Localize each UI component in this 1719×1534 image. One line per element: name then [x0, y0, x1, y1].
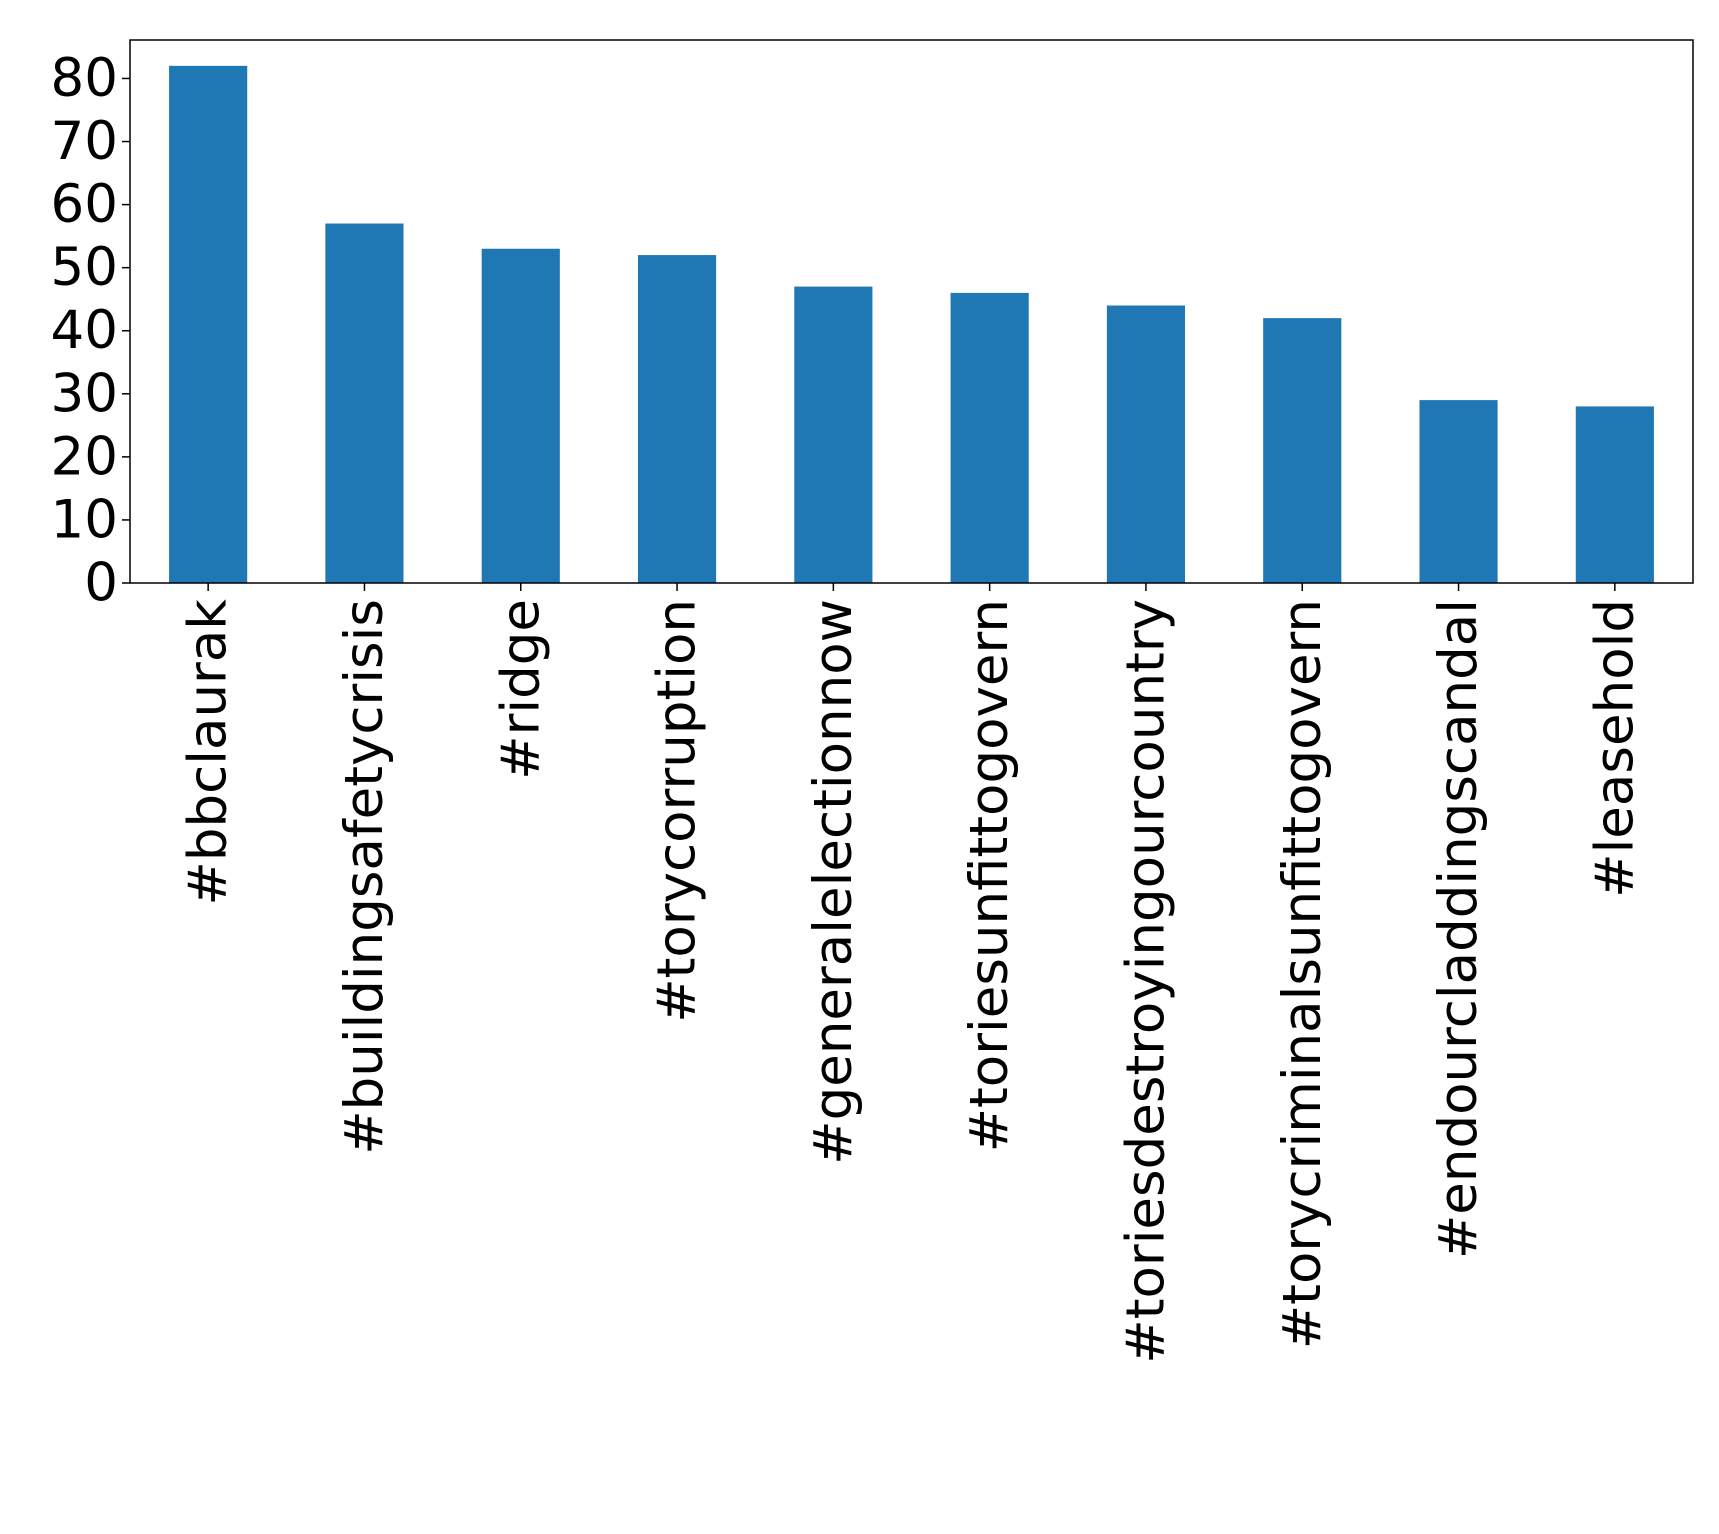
bar-7 — [1263, 318, 1342, 583]
bar-6 — [1106, 305, 1186, 583]
y-tick-label-5: 50 — [51, 237, 118, 298]
x-tick-label-1: #buildingsafetycrisis — [334, 599, 395, 1155]
x-tick-label-3: #torycorruption — [647, 599, 708, 1023]
bar-4 — [794, 286, 873, 583]
y-tick-label-6: 60 — [51, 174, 118, 235]
bar-8 — [1419, 400, 1498, 583]
x-tick-label-4: #generalelectionnow — [803, 599, 864, 1165]
y-tick-label-7: 70 — [51, 111, 118, 172]
bar-3 — [637, 255, 717, 583]
bar-2 — [481, 248, 560, 583]
bar-9 — [1575, 406, 1654, 583]
y-tick-label-8: 80 — [51, 48, 118, 109]
y-tick-label-0: 0 — [84, 553, 118, 614]
y-tick-label-1: 10 — [51, 489, 118, 550]
x-axis: #bbclaurak #buildingsafetycrisis #ridge #to… — [178, 583, 1645, 1364]
x-tick-label-9: #leasehold — [1584, 599, 1645, 898]
x-tick-label-0: #bbclaurak — [178, 599, 239, 906]
x-tick-label-7: #torycriminalsunfittogovern — [1272, 599, 1333, 1349]
x-tick-label-8: #endourcladdingscandal — [1428, 599, 1489, 1259]
x-tick-label-6: #toriesdestroyingourcountry — [1115, 599, 1176, 1364]
y-tick-label-4: 40 — [51, 300, 118, 361]
bar-5 — [950, 292, 1029, 583]
x-tick-label-2: #ridge — [490, 599, 551, 780]
y-tick-label-2: 20 — [51, 426, 118, 487]
plot-frame — [129, 39, 1694, 584]
bars-layer — [169, 65, 1654, 584]
bar-1 — [325, 223, 404, 583]
bar-0 — [169, 65, 248, 584]
y-tick-label-3: 30 — [51, 363, 118, 424]
x-tick-label-5: #toriesunfittogovern — [959, 599, 1020, 1152]
